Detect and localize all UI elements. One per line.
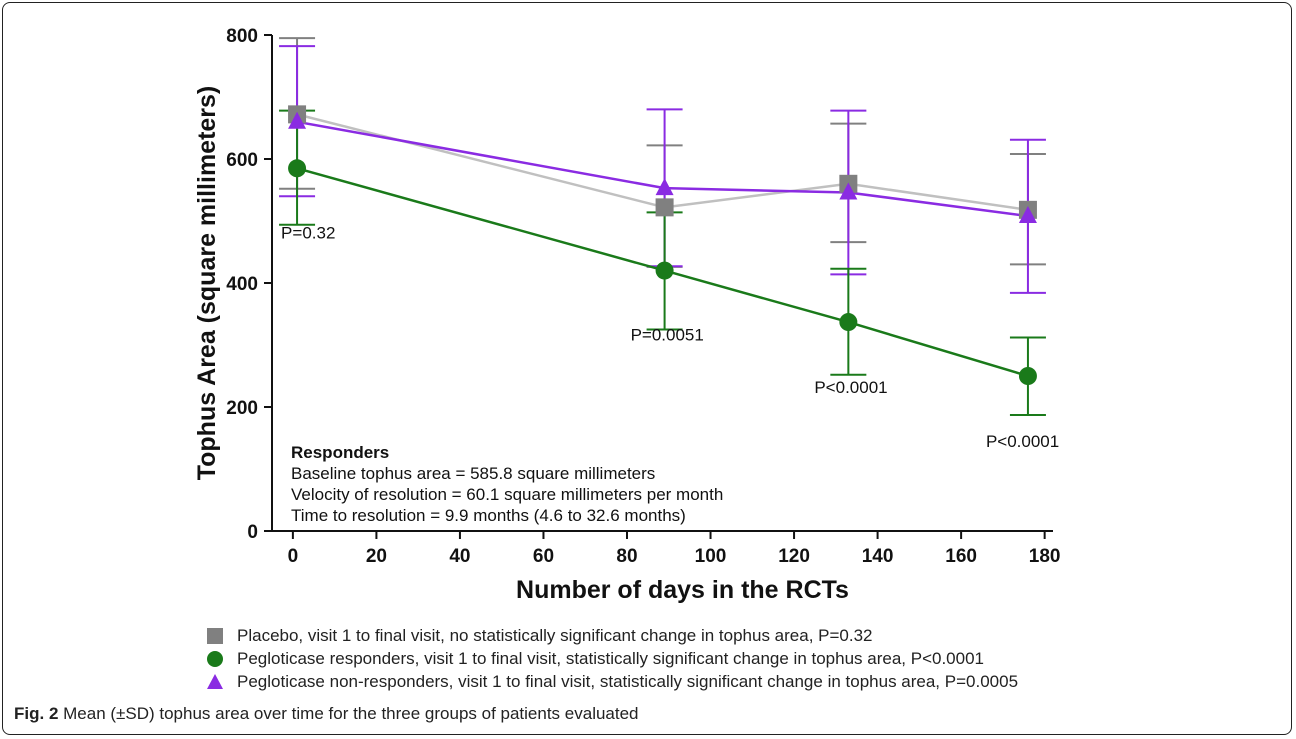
x-tick-label: 80: [616, 546, 637, 567]
axes: 0 200 400 600 800 0 20 40 60 80 100 120 140 160 180: [226, 26, 1060, 567]
series-lines: [296, 113, 1029, 378]
p-value-label: P<0.0001: [986, 432, 1059, 451]
x-tick-label: 40: [449, 546, 470, 567]
y-tick-label: 200: [226, 398, 258, 419]
y-tick-label: 800: [226, 26, 258, 47]
caption-label: Fig. 2: [14, 704, 59, 723]
x-tick-label: 60: [533, 546, 554, 567]
point-labels: P=0.32 P=0.0051 P<0.0001 P<0.0001: [281, 223, 1059, 451]
legend-label: Placebo, visit 1 to final visit, no stat…: [237, 625, 873, 645]
x-tick-label: 160: [945, 546, 977, 567]
p-value-label: P<0.0001: [814, 378, 887, 397]
y-tick-label: 400: [226, 274, 258, 295]
data-point-triangle: [839, 182, 858, 200]
circle-marker-icon: [205, 649, 225, 669]
error-bars: [279, 37, 1046, 417]
responders-annotation: Responders Baseline tophus area = 585.8 …: [291, 442, 723, 526]
data-point-circle: [1018, 367, 1037, 385]
y-axis-label: Tophus Area (square millimeters): [193, 86, 221, 481]
legend-item-responders: Pegloticase responders, visit 1 to final…: [205, 647, 1018, 670]
legend-item-non-responders: Pegloticase non-responders, visit 1 to f…: [205, 670, 1018, 693]
annotation-line: Velocity of resolution = 60.1 square mil…: [291, 485, 724, 504]
y-tick-label: 600: [226, 150, 258, 171]
data-point-triangle: [655, 178, 674, 196]
p-value-label: P=0.32: [281, 223, 335, 242]
legend: Placebo, visit 1 to final visit, no stat…: [205, 624, 1018, 693]
x-axis-label: Number of days in the RCTs: [516, 576, 849, 604]
square-marker-icon: [205, 626, 225, 646]
data-point-square: [655, 198, 674, 217]
x-tick-label: 20: [366, 546, 387, 567]
data-point-circle: [288, 159, 307, 178]
legend-item-placebo: Placebo, visit 1 to final visit, no stat…: [205, 624, 1018, 647]
data-point-triangle: [1018, 206, 1037, 224]
x-tick-label: 0: [288, 546, 299, 567]
triangle-marker-icon: [205, 672, 225, 692]
data-point-circle: [839, 313, 858, 332]
legend-label: Pegloticase non-responders, visit 1 to f…: [237, 671, 1019, 691]
series-line: [296, 167, 1029, 378]
caption-text: Mean (±SD) tophus area over time for the…: [63, 704, 639, 723]
series-line: [296, 120, 1029, 218]
x-tick-label: 180: [1029, 546, 1061, 567]
x-tick-label: 100: [695, 546, 727, 567]
legend-label: Pegloticase responders, visit 1 to final…: [237, 648, 984, 668]
p-value-label: P=0.0051: [631, 326, 704, 345]
markers: [288, 105, 1037, 385]
series-line: [296, 113, 1029, 212]
annotation-line: Time to resolution = 9.9 months (4.6 to …: [291, 506, 686, 525]
annotation-line: Baseline tophus area = 585.8 square mill…: [291, 464, 656, 483]
annotation-heading: Responders: [291, 443, 390, 462]
figure-caption: Fig. 2 Mean (±SD) tophus area over time …: [14, 704, 639, 724]
y-tick-label: 0: [247, 522, 258, 543]
x-tick-label: 140: [862, 546, 894, 567]
x-tick-label: 120: [778, 546, 810, 567]
data-point-circle: [655, 261, 674, 280]
data-point-triangle: [288, 111, 307, 129]
